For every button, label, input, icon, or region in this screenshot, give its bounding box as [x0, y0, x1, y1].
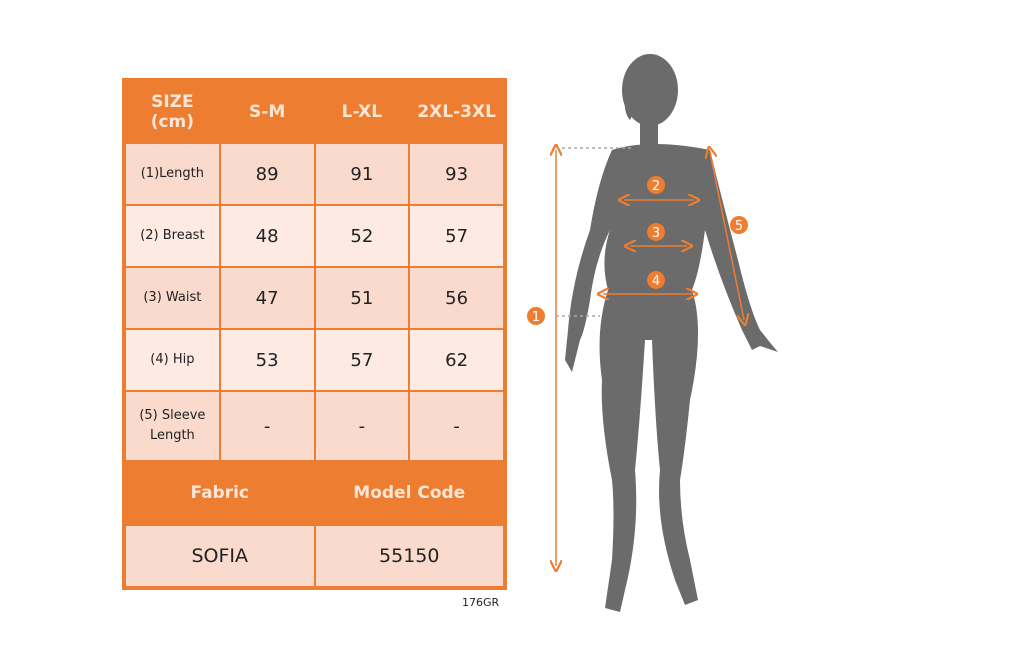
- table-row: (2) Breast 48 52 57: [124, 204, 505, 268]
- table-row: (4) Hip 53 57 62: [124, 328, 505, 392]
- cell: 93: [408, 142, 505, 206]
- size-label: SIZE: [151, 92, 194, 112]
- fabric-header: Fabric: [124, 460, 316, 526]
- cell: 52: [313, 204, 411, 268]
- marker-label: 1: [532, 310, 540, 325]
- body-silhouette-figure: 1 2 3 4 5: [527, 54, 778, 612]
- row-label-line: (5) Sleeve: [139, 408, 206, 423]
- table-row: (3) Waist 47 51 56: [124, 266, 505, 330]
- header-size: SIZE (cm): [124, 80, 221, 144]
- table-row: (1)Length 89 91 93: [124, 142, 505, 206]
- cell: 62: [408, 328, 505, 392]
- cell: 48: [218, 204, 316, 268]
- cell: -: [218, 390, 316, 462]
- header-l-xl: L-XL: [313, 80, 411, 144]
- cell: 89: [218, 142, 316, 206]
- cell: 57: [408, 204, 505, 268]
- row-label: (1)Length: [124, 142, 221, 206]
- size-chart-table: SIZE (cm) S-M L-XL 2XL-3XL (1)Length 89 9…: [122, 78, 507, 590]
- cell: 91: [313, 142, 411, 206]
- model-code-header: Model Code: [313, 460, 505, 526]
- product-code: 176GR: [462, 596, 500, 609]
- cell: 47: [218, 266, 316, 330]
- footer-value-row: SOFIA 55150: [124, 524, 505, 588]
- footer-header-row: Fabric Model Code: [124, 460, 505, 526]
- cell: -: [408, 390, 505, 462]
- cell: 53: [218, 328, 316, 392]
- unit-label: (cm): [150, 112, 195, 132]
- marker-3: 3: [647, 223, 665, 241]
- header-row: SIZE (cm) S-M L-XL 2XL-3XL: [124, 80, 505, 144]
- table-row: (5) Sleeve Length - - -: [124, 390, 505, 462]
- measure-lines: [556, 148, 744, 566]
- cell: 51: [313, 266, 411, 330]
- marker-4: 4: [647, 271, 665, 289]
- marker-label: 5: [735, 219, 743, 234]
- marker-2: 2: [647, 176, 665, 194]
- row-label-line: Length: [149, 428, 195, 443]
- row-label: (3) Waist: [124, 266, 221, 330]
- marker-label: 3: [652, 226, 660, 241]
- header-2xl-3xl: 2XL-3XL: [408, 80, 505, 144]
- cell: 56: [408, 266, 505, 330]
- row-label: (4) Hip: [124, 328, 221, 392]
- cell: -: [313, 390, 411, 462]
- marker-5: 5: [730, 216, 748, 234]
- header-s-m: S-M: [218, 80, 316, 144]
- cell: 57: [313, 328, 411, 392]
- sleeve-arrow: [710, 152, 744, 320]
- fabric-value: SOFIA: [124, 524, 316, 588]
- marker-1: 1: [527, 307, 545, 325]
- row-label: (2) Breast: [124, 204, 221, 268]
- marker-label: 4: [652, 274, 660, 289]
- marker-label: 2: [652, 179, 660, 194]
- row-label: (5) Sleeve Length: [124, 390, 221, 462]
- silhouette: [565, 54, 778, 612]
- model-code-value: 55150: [313, 524, 505, 588]
